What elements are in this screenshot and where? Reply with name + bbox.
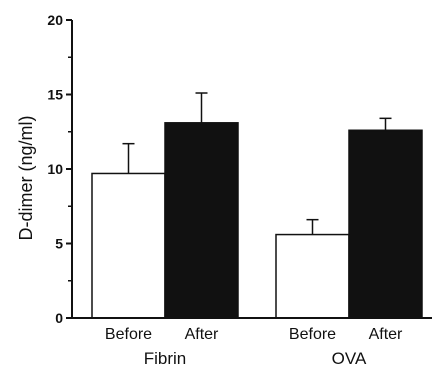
bar-ova-before bbox=[275, 233, 350, 319]
y-tick-label: 15 bbox=[47, 87, 63, 103]
bar-fibrin-after bbox=[164, 122, 239, 319]
y-tick-label: 10 bbox=[47, 161, 63, 177]
category-label: Before bbox=[289, 326, 336, 343]
y-axis-title: D-dimer (ng/ml) bbox=[16, 115, 36, 240]
category-labels: Before After Before After bbox=[105, 326, 403, 343]
category-label: Before bbox=[105, 326, 152, 343]
bars bbox=[91, 122, 423, 319]
y-axis: 0 5 10 15 20 bbox=[47, 12, 73, 326]
category-label: After bbox=[185, 326, 219, 343]
group-label: OVA bbox=[332, 349, 367, 368]
y-tick-label: 0 bbox=[55, 310, 63, 326]
group-labels: Fibrin OVA bbox=[144, 349, 367, 368]
y-tick-label: 20 bbox=[47, 12, 63, 28]
bar-ova-after bbox=[348, 129, 423, 319]
category-label: After bbox=[369, 326, 403, 343]
y-tick-label: 5 bbox=[55, 236, 63, 252]
group-label: Fibrin bbox=[144, 349, 187, 368]
bar-fibrin-before bbox=[91, 172, 166, 319]
error-bars bbox=[122, 92, 392, 235]
